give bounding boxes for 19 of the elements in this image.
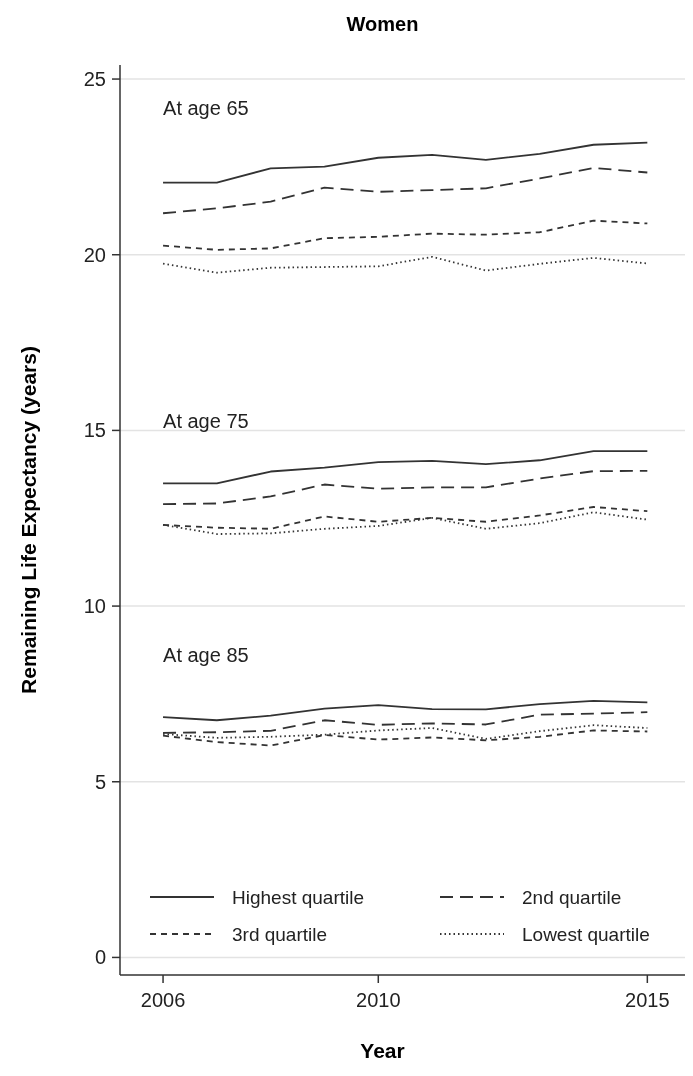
legend-label: 3rd quartile [232, 923, 328, 945]
annotation: At age 75 [163, 410, 249, 433]
x-tick-label: 2006 [140, 989, 186, 1011]
y-tick-label: 20 [83, 243, 106, 266]
chart-title: Women [346, 13, 419, 35]
y-tick-label: 25 [83, 68, 106, 91]
y-axis-title: Remaining Life Expectancy (years) [17, 346, 40, 694]
x-tick-label: 2015 [625, 989, 670, 1011]
y-tick-label: 5 [94, 770, 106, 793]
x-axis-title: Year [360, 1039, 405, 1062]
y-tick-label: 15 [83, 419, 106, 442]
annotation: At age 85 [163, 644, 249, 667]
legend-label: 2nd quartile [522, 886, 622, 908]
annotation: At age 65 [163, 96, 249, 119]
legend-label: Highest quartile [232, 886, 365, 908]
y-tick-label: 10 [83, 595, 106, 618]
legend-label: Lowest quartile [522, 923, 650, 945]
x-tick-label: 2010 [356, 989, 401, 1011]
y-tick-label: 0 [94, 946, 106, 969]
